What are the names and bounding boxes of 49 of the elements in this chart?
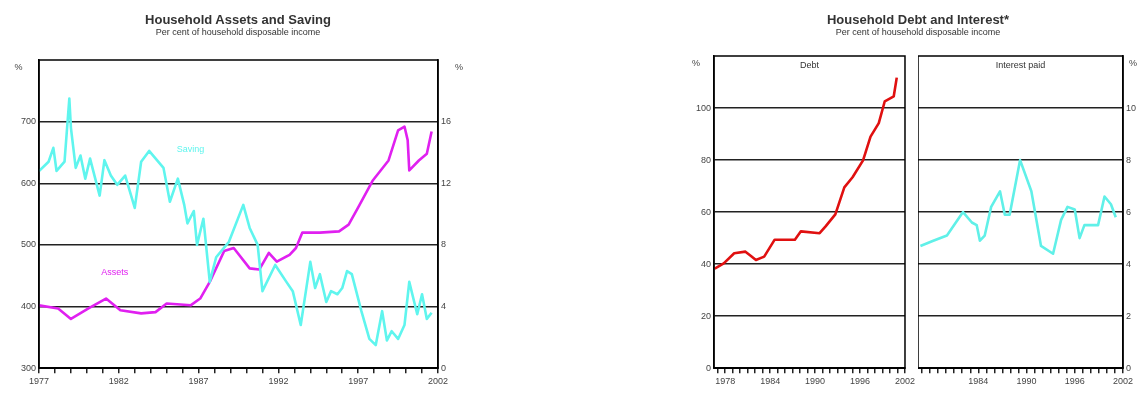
x-tick-label: 1992	[268, 376, 289, 387]
y-tick-label: 700	[20, 116, 36, 127]
x-tick-label: 1984	[968, 376, 989, 387]
y2-tick-label: 4	[441, 301, 447, 312]
y-axis-title: %	[691, 58, 701, 69]
x-tick-label: 1996	[1064, 376, 1085, 387]
text: Assets	[101, 267, 129, 278]
y2-tick-label: 8	[1126, 154, 1132, 165]
x-tick-label: 1997	[348, 376, 369, 387]
y-axis-title: %	[14, 62, 23, 73]
y-tick-label: 20	[700, 310, 711, 321]
y-tick-label: 300	[20, 362, 36, 373]
x-tick-label: 1996	[850, 376, 871, 387]
x-tick-label: 1990	[805, 376, 826, 387]
y2-tick-label: 0	[1126, 362, 1132, 373]
chart-subtitle: Per cent of household disposable income	[154, 27, 322, 37]
x-tick-label: 1990	[1016, 376, 1037, 387]
y-tick-label: 500	[20, 239, 36, 250]
x-tick-label: 1977	[28, 376, 50, 387]
y2-axis-title: %	[454, 62, 464, 73]
y-tick-label: 80	[700, 154, 711, 165]
x-tick-label: 1978	[715, 376, 736, 387]
y2-tick-label: 6	[1126, 206, 1132, 217]
x-tick-label: 1984	[760, 376, 781, 387]
x-tick-label: 1982	[108, 376, 129, 387]
chart-subtitle: Per cent of household disposable income	[834, 27, 1002, 37]
x-tick-label: 2002	[1112, 376, 1134, 387]
y-tick-label: 0	[705, 362, 711, 373]
y2-tick-label: 2	[1126, 310, 1132, 321]
y2-tick-label: 12	[441, 177, 452, 188]
y-tick-label: 100	[695, 102, 711, 113]
y2-tick-label: 0	[441, 362, 447, 373]
text: Saving	[176, 143, 205, 154]
text: Debt	[799, 60, 820, 71]
y2-tick-label: 4	[1126, 258, 1132, 269]
y2-tick-label: 10	[1126, 102, 1137, 113]
y2-tick-label: 8	[441, 239, 447, 250]
chart-title: Household Assets and Saving	[145, 12, 331, 27]
y2-tick-label: 16	[441, 116, 452, 127]
chart-title: Household Debt and Interest*	[826, 12, 1010, 27]
text: Interest paid	[995, 60, 1046, 71]
y-tick-label: 40	[700, 258, 711, 269]
y-tick-label: 400	[20, 301, 36, 312]
y-tick-label: 60	[700, 206, 711, 217]
x-tick-label: 1987	[188, 376, 209, 387]
y2-axis-title: %	[1128, 58, 1138, 69]
y-tick-label: 600	[20, 177, 36, 188]
x-tick-label: 2002	[427, 376, 449, 387]
x-tick-label: 2002	[894, 376, 915, 387]
